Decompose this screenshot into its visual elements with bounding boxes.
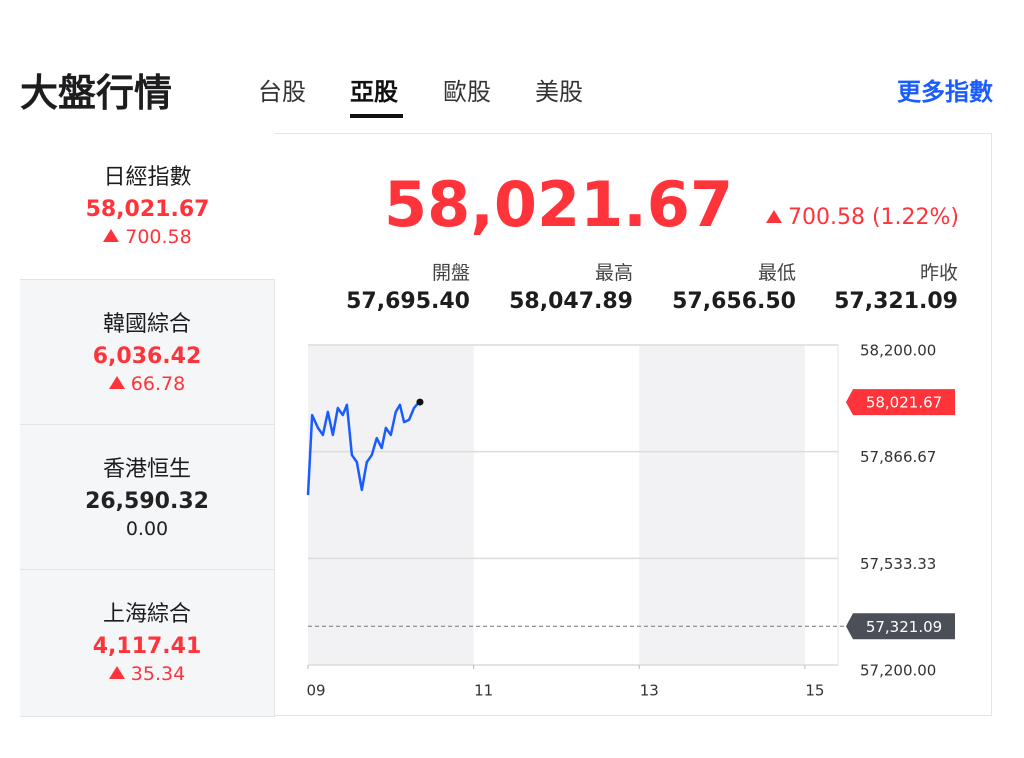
index-item[interactable]: 香港恒生 26,590.32 0.00	[20, 425, 275, 570]
index-item[interactable]: 韓國綜合 6,036.42 66.78	[20, 280, 275, 425]
price-tag-label: 57,321.09	[866, 618, 942, 636]
up-icon	[108, 666, 125, 679]
x-tick-label: 09	[306, 682, 325, 700]
stat-label: 最低	[757, 262, 796, 284]
stat-value: 57,321.09	[834, 289, 958, 314]
index-name: 香港恒生	[102, 457, 191, 482]
index-value: 58,021.67	[85, 197, 210, 222]
session-band	[639, 345, 805, 665]
last-point	[416, 398, 424, 406]
more-link[interactable]: 更多指數	[897, 78, 993, 106]
quote-change-text: 700.58 (1.22%)	[787, 205, 959, 230]
tab[interactable]: 歐股	[443, 78, 491, 106]
price-tag	[846, 389, 955, 416]
price-tag-label: 58,021.67	[866, 394, 942, 412]
quote-price: 58,021.67	[384, 168, 734, 241]
x-tick-label: 11	[474, 682, 493, 700]
price-line	[306, 401, 420, 496]
quote-change: 700.58 (1.22%)	[765, 205, 959, 230]
up-icon	[765, 210, 782, 223]
index-change-text: 35.34	[130, 663, 186, 685]
stat-value: 57,656.50	[672, 289, 796, 314]
up-icon	[108, 376, 125, 389]
stat-label: 昨收	[919, 262, 958, 284]
index-change: 66.78	[20, 373, 274, 395]
index-change-text: 0.00	[125, 518, 169, 540]
y-tick-label: 57,200.00	[860, 662, 936, 680]
index-change: 0.00	[20, 518, 274, 540]
tab[interactable]: 美股	[535, 78, 583, 106]
x-tick-label: 15	[805, 682, 824, 700]
tab-underline	[350, 114, 403, 118]
stat-label: 最高	[594, 262, 633, 284]
x-tick-label: 13	[640, 682, 659, 700]
index-change-text: 66.78	[130, 373, 186, 395]
index-change: 700.58	[20, 226, 275, 248]
stat-value: 57,695.40	[346, 289, 470, 314]
index-item[interactable]: 日經指數 58,021.67 700.58	[20, 133, 275, 280]
stat-value: 58,047.89	[509, 289, 633, 314]
stat-label: 開盤	[431, 262, 470, 284]
y-tick-label: 57,533.33	[860, 555, 936, 573]
index-value: 26,590.32	[85, 489, 209, 514]
index-change: 35.34	[20, 663, 274, 685]
index-name: 韓國綜合	[102, 312, 191, 337]
index-value: 4,117.41	[92, 634, 202, 659]
index-item[interactable]: 上海綜合 4,117.41 35.34	[20, 570, 275, 717]
index-name: 日經指數	[103, 165, 192, 190]
session-band	[308, 345, 474, 665]
y-tick-label: 57,866.67	[860, 448, 936, 466]
tab[interactable]: 亞股	[350, 78, 398, 106]
price-tag	[846, 613, 955, 640]
page-title: 大盤行情	[20, 71, 173, 115]
y-tick-label: 58,200.00	[860, 342, 936, 360]
index-name: 上海綜合	[102, 602, 191, 627]
index-change-text: 700.58	[125, 226, 192, 248]
tab[interactable]: 台股	[258, 78, 306, 106]
up-icon	[103, 229, 120, 242]
index-value: 6,036.42	[92, 344, 202, 369]
